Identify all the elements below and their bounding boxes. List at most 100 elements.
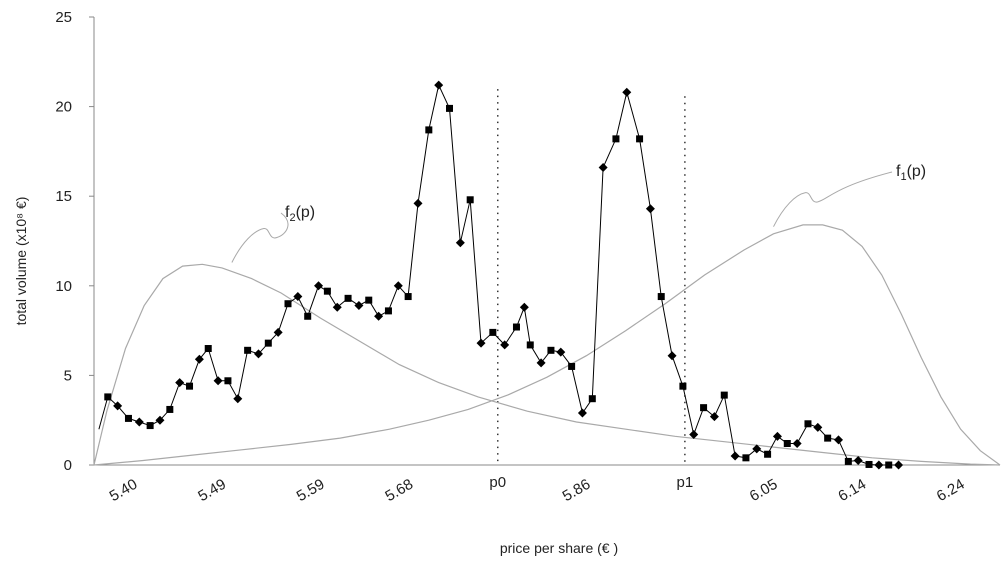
data-point: [384, 307, 392, 315]
data-point: [679, 382, 687, 390]
data-point: [224, 377, 232, 385]
data-point: [213, 376, 223, 386]
x-tick-label: p1: [677, 474, 694, 491]
x-tick-label: 5.40: [107, 476, 141, 505]
data-point: [667, 351, 677, 361]
y-axis-label: total volume (x10⁸ €): [13, 197, 29, 326]
data-point: [730, 451, 740, 461]
data-point: [244, 346, 252, 354]
y-tick-label: 10: [55, 278, 72, 295]
data-point: [764, 450, 772, 458]
data-point: [233, 394, 243, 404]
curve-label-leader: [773, 171, 893, 227]
data-point: [344, 294, 352, 302]
data-point: [253, 349, 263, 359]
y-tick-label: 5: [64, 367, 72, 384]
curve-f2: [93, 263, 1001, 466]
data-point: [885, 461, 893, 469]
y-tick-label: 0: [64, 457, 72, 474]
data-point: [519, 302, 529, 312]
data-point: [166, 405, 174, 413]
data-point: [833, 435, 843, 445]
data-point: [622, 87, 632, 97]
data-point: [636, 135, 644, 143]
curve-f1: [93, 224, 1001, 466]
data-point: [645, 204, 655, 214]
x-tick-label: 6.05: [747, 476, 781, 505]
data-point: [804, 420, 812, 428]
data-point: [844, 457, 852, 465]
data-point: [455, 238, 465, 248]
x-tick-label: 5.68: [382, 476, 416, 505]
data-point: [304, 312, 312, 320]
data-point: [598, 163, 608, 173]
data-point: [425, 126, 433, 134]
data-point: [792, 438, 802, 448]
x-tick-label: 5.49: [195, 476, 229, 505]
curve-label-leader: [231, 212, 289, 263]
data-point: [175, 378, 185, 388]
data-point: [865, 460, 873, 468]
data-point: [489, 328, 497, 336]
data-point: [772, 431, 782, 441]
data-point: [293, 292, 303, 302]
data-point: [657, 293, 665, 301]
data-point: [700, 404, 708, 412]
data-point: [134, 417, 144, 427]
data-point: [783, 439, 791, 447]
data-point: [273, 327, 283, 337]
data-point: [146, 422, 154, 430]
data-point: [124, 414, 132, 422]
data-point: [709, 412, 719, 422]
data-point: [588, 395, 596, 403]
x-tick-label: 5.59: [294, 476, 328, 505]
data-point: [500, 340, 510, 350]
data-point: [393, 281, 403, 291]
data-point: [113, 401, 123, 411]
data-point: [874, 460, 884, 470]
curve-label-f1: f1(p): [896, 163, 926, 183]
x-tick-label: p0: [489, 474, 506, 491]
data-point: [853, 456, 863, 466]
data-point: [284, 300, 292, 308]
data-point: [323, 287, 331, 295]
data-point: [720, 391, 728, 399]
data-point: [155, 415, 165, 425]
data-point: [813, 422, 823, 432]
data-point: [434, 80, 444, 90]
data-point: [332, 302, 342, 312]
volume-series-line: [98, 83, 899, 466]
data-point: [314, 281, 324, 291]
data-point: [526, 341, 534, 349]
data-point: [264, 339, 272, 347]
x-tick-label: 6.14: [835, 476, 869, 505]
data-point: [752, 444, 762, 454]
x-tick-label: 5.86: [560, 476, 594, 505]
data-point: [194, 354, 204, 364]
data-point: [536, 358, 546, 368]
data-point: [512, 323, 520, 331]
y-tick-label: 15: [55, 188, 72, 205]
data-point: [186, 382, 194, 390]
data-point: [556, 347, 566, 357]
y-tick-label: 20: [55, 99, 72, 116]
data-point: [365, 296, 373, 304]
data-point: [466, 196, 474, 204]
data-point: [689, 430, 699, 440]
x-axis-label: price per share (€ ): [500, 540, 618, 556]
curve-label-f2: f2(p): [285, 204, 315, 224]
data-point: [894, 460, 904, 470]
data-point: [742, 454, 750, 462]
data-point: [354, 301, 364, 311]
data-point: [413, 198, 423, 208]
data-point: [577, 408, 587, 418]
data-point: [404, 293, 412, 301]
data-point: [824, 434, 832, 442]
data-point: [204, 345, 212, 353]
data-point: [446, 104, 454, 112]
data-point: [612, 135, 620, 143]
data-point: [568, 362, 576, 370]
y-tick-label: 25: [55, 9, 72, 26]
